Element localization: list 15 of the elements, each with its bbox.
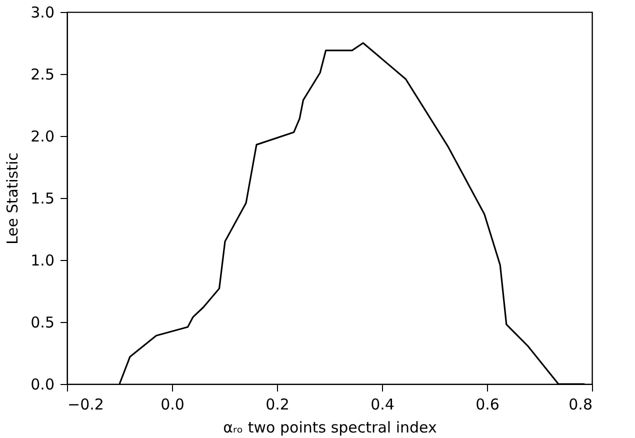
y-tick-label: 2.5 (30, 66, 54, 84)
y-tick-label: 0.5 (30, 314, 54, 332)
x-tick-label: 0.0 (160, 396, 184, 414)
y-tick-label: 1.0 (30, 252, 54, 270)
x-tick-label: 0.8 (568, 396, 592, 414)
x-tick-label: 0.4 (370, 396, 394, 414)
x-tick-label: 0.2 (266, 396, 290, 414)
y-axis-title: Lee Statistic (4, 152, 22, 245)
x-axis-title: αᵣₒ two points spectral index (223, 418, 437, 436)
y-tick-label: 1.5 (30, 190, 54, 208)
y-tick-label: 3.0 (30, 4, 54, 22)
x-tick-label: 0.6 (476, 396, 500, 414)
x-tick-label: −0.2 (68, 396, 104, 414)
y-tick-label: 0.0 (30, 376, 54, 394)
y-tick-label: 2.0 (30, 128, 54, 146)
